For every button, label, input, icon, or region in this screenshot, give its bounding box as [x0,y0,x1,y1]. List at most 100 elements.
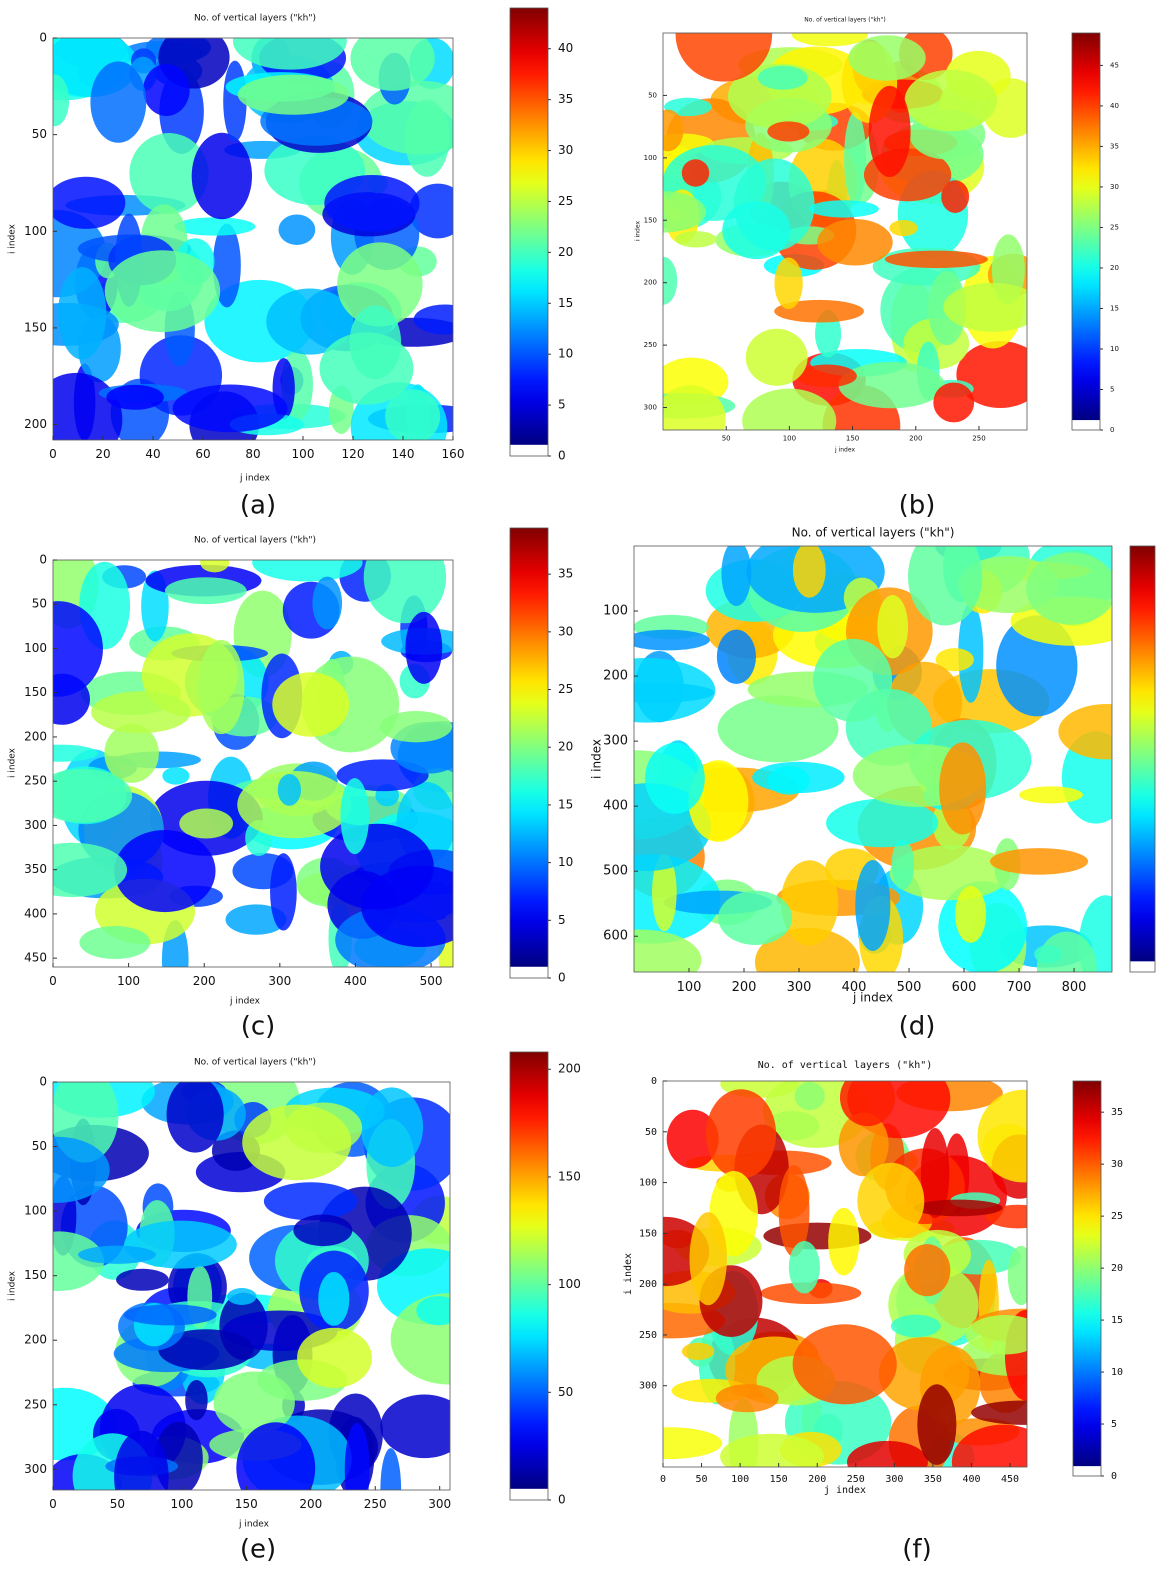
map-patch [191,132,253,220]
y-tick-label: 200 [24,1333,47,1347]
y-tick-label: 100 [24,641,47,655]
map-patch [663,109,684,152]
x-tick-label: 120 [342,447,365,461]
x-tick-label: 40 [145,447,160,461]
map-patch [318,1272,350,1326]
panel: No. of vertical layers ("kh") j index i in… [623,1060,1123,1496]
colorbar-frame [1072,1080,1102,1477]
map-patch [277,774,301,806]
panel-title: No. of vertical layers ("kh") [758,1060,933,1071]
y-tick-label: 400 [24,906,47,920]
map-field [634,546,1112,972]
colorbar-tick-label: 45 [1110,61,1119,69]
map-field [53,38,453,440]
x-tick-label: 100 [292,447,315,461]
map-patch [933,382,975,423]
map-patch [675,231,717,248]
y-tick-label: 600 [603,929,628,944]
x-tick-label: 400 [962,1474,980,1485]
map-patch [361,865,453,948]
x-tick-label: 200 [808,1474,826,1485]
y-tick-label: 100 [24,1204,47,1218]
colorbar-tick-label: 10 [1111,1367,1123,1378]
map-patch [162,767,190,785]
map-patch [278,214,316,245]
x-tick-label: 150 [770,1474,788,1485]
map-patch [416,1296,450,1326]
x-tick-label: 250 [972,434,985,442]
y-tick-label: 100 [639,1178,657,1189]
map-patch [792,546,826,598]
colorbar-tick-label: 25 [558,682,573,696]
colorbar-tick-label: 150 [558,1169,581,1183]
colorbar-tick-label: 5 [1110,385,1114,393]
x-tick-label: 800 [1062,980,1087,995]
y-tick-label: 300 [24,818,47,832]
y-tick-label: 250 [639,1330,657,1341]
map-patch [754,927,860,972]
colorbar-tick-label: 5 [1111,1419,1117,1430]
map-patch [363,560,447,624]
panel-title: No. of vertical layers ("kh") [194,14,316,24]
map-field [53,560,453,967]
colorbar-tick-label: 10 [1110,345,1119,353]
x-tick-label: 0 [660,1474,666,1485]
x-tick-label: 0 [49,1497,57,1511]
map-patch [681,159,710,187]
panel-title: No. of vertical layers ("kh") [194,1058,316,1068]
map-patch [965,1315,1027,1355]
y-tick-label: 300 [24,1462,47,1476]
map-patch [675,33,773,82]
map-patch [774,299,864,323]
map-patch [380,1448,402,1490]
colorbar-tick-label: 0 [1111,1471,1117,1482]
colorbar-tick-label: 10 [558,347,573,361]
panel-caption: (a) [240,491,276,521]
map-patch [337,242,423,327]
map-patch [720,1433,824,1467]
panel-title: No. of vertical layers ("kh") [804,17,885,24]
map-patch [774,257,803,310]
y-tick-label: 50 [645,1127,657,1138]
map-patch [847,1440,928,1467]
map-patch [350,38,435,91]
map-patch [263,1182,358,1221]
map-patch [166,1082,224,1153]
map-patch [237,770,352,839]
panel-title: No. of vertical layers ("kh") [792,526,955,540]
colorbar-tick-label: 40 [1110,102,1119,110]
x-tick-label: 250 [847,1474,865,1485]
map-patch [53,601,103,697]
map-patch [958,602,984,703]
map-patch [839,1081,896,1127]
map-patch [890,1314,941,1338]
x-tick-label: 200 [732,980,757,995]
map-patch [312,576,343,630]
colorbar-tick-label: 35 [558,92,573,106]
colorbar-tick-label: 0 [558,1493,566,1507]
map-patch [663,1427,723,1460]
y-tick-label: 0 [39,553,47,567]
colorbar-tick-label: 5 [558,913,566,927]
x-axis-label: j index [834,447,855,454]
y-tick-label: 200 [639,1279,657,1290]
x-axis-label: j index [229,997,261,1007]
map-patch [53,1136,110,1203]
map-patch [293,1214,353,1247]
y-axis-label: i index [8,1270,18,1301]
x-tick-label: 200 [909,434,922,442]
map-patch [53,74,70,127]
panel: No. of vertical layers ("kh") j index i in… [8,1051,581,1530]
map-patch [796,364,857,388]
x-tick-label: 150 [235,1497,258,1511]
x-tick-label: 140 [392,447,415,461]
colorbar-tick-label: 15 [1111,1315,1123,1326]
map-patch [143,64,190,116]
map-patch [185,1379,208,1421]
map-patch [252,560,363,582]
x-tick-label: 300 [885,1474,903,1485]
colorbar-tick-label: 0 [1110,426,1114,434]
y-tick-label: 0 [651,1076,657,1087]
map-patch [838,361,945,409]
map-patch [266,288,354,355]
